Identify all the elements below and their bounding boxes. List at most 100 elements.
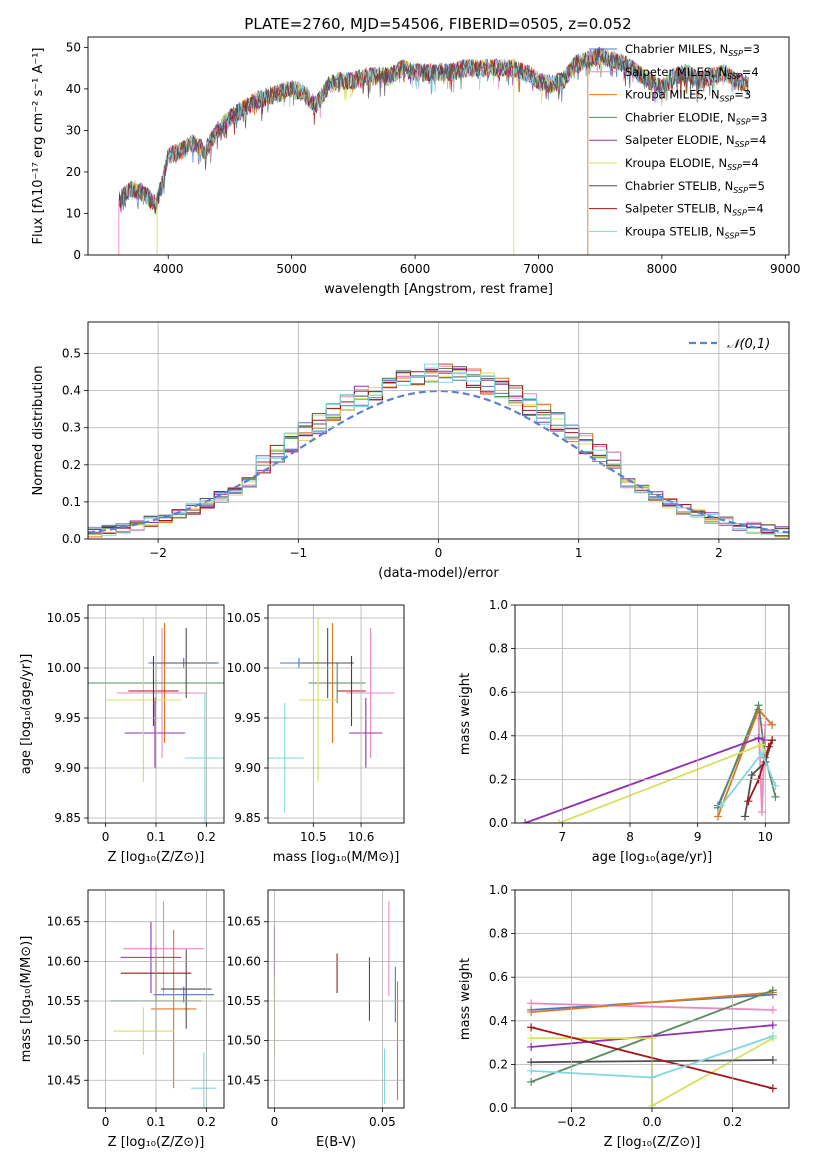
- weight-point-marker: [771, 792, 780, 801]
- x-tick-label: 0: [435, 546, 443, 560]
- x-tick-label: 1: [575, 546, 583, 560]
- legend-text: Kroupa MILES, N: [625, 88, 720, 102]
- legend-text: =3: [743, 42, 760, 56]
- y-tick-label: 0.6: [489, 970, 508, 984]
- y-tick-label: 10.65: [227, 915, 261, 929]
- weight-point-marker: [713, 812, 722, 821]
- legend-subscript: SSP: [725, 231, 740, 240]
- axes-frame: [514, 604, 790, 824]
- y-tick-label: 10.45: [227, 1073, 261, 1087]
- weight-point-marker: [768, 736, 777, 745]
- y-tick-label: 0.0: [489, 1101, 508, 1115]
- axes-frame: [87, 889, 225, 1109]
- weight-point-marker: [757, 808, 766, 817]
- x-tick-label: −1: [289, 546, 307, 560]
- y-tick-label: 0.0: [489, 816, 508, 830]
- weight-point-marker: [757, 740, 766, 749]
- y-tick-label: 0.2: [489, 772, 508, 786]
- legend-entry: Chabrier STELIB, NSSP=5: [625, 179, 765, 195]
- weight-point-marker: [768, 986, 777, 995]
- axes: 7 8 9 10 0.0 0.2 0.4 0.6 0.8 1.0 age [log₁₀(age/yr…: [458, 598, 790, 865]
- weight-series-line: [747, 739, 773, 802]
- y-tick-label: 0.4: [489, 729, 508, 743]
- weight-point-marker: [527, 1066, 536, 1075]
- legend-subscript: SSP: [727, 163, 742, 172]
- chart-weight_vs_age: 7 8 9 10 0.0 0.2 0.4 0.6 0.8 1.0 age [log₁₀(age/yr…: [458, 598, 790, 865]
- y-tick-label: 9.95: [54, 711, 81, 725]
- weight-point-marker: [768, 1032, 777, 1041]
- chart-spectrum: 4000 5000 6000 7000 8000 9000 0 10 20 30 40 50 wavel…: [31, 36, 801, 297]
- legend-entry: Chabrier ELODIE, NSSP=3: [625, 110, 767, 126]
- legend-entry: Salpeter MILES, NSSP=4: [625, 65, 759, 81]
- axes-frame: [267, 889, 405, 1109]
- weight-point-marker: [768, 1056, 777, 1065]
- plot-area: [521, 701, 780, 823]
- weight-series-line: [558, 743, 767, 823]
- legend-text: Salpeter MILES, N: [625, 65, 727, 79]
- legend-text: Chabrier MILES, N: [625, 42, 728, 56]
- legend-text: =3: [734, 88, 751, 102]
- spectrum-series-line: [118, 47, 749, 214]
- axes-frame: [87, 36, 790, 256]
- legend-entry: Kroupa ELODIE, NSSP=4: [625, 156, 759, 172]
- weight-point-marker: [741, 812, 750, 821]
- x-tick-label: 0: [271, 1115, 279, 1129]
- axes: 0 0.05 10.45 10.50 10.55 10.60 10.65 E(B-V): [227, 889, 405, 1150]
- weight-point-marker: [554, 819, 563, 823]
- axes-frame: [87, 321, 790, 540]
- y-tick-label: 10.45: [47, 1073, 81, 1087]
- y-tick-label: 0.4: [62, 384, 81, 398]
- x-tick-label: 0.2: [723, 1115, 742, 1129]
- legend-subscript: SSP: [735, 140, 750, 149]
- y-axis-label: mass weight: [458, 958, 473, 1040]
- x-tick-label: 6000: [400, 262, 431, 276]
- y-tick-label: 10.00: [227, 661, 261, 675]
- y-tick-label: 0.6: [489, 685, 508, 699]
- legend-subscript: SSP: [727, 72, 742, 81]
- y-tick-label: 10.60: [227, 954, 261, 968]
- legend-text: =4: [747, 202, 764, 216]
- plot-area: [88, 618, 224, 823]
- legend-text: Kroupa ELODIE, N: [625, 156, 727, 170]
- legend-subscript: SSP: [736, 117, 751, 126]
- y-tick-label: 10.05: [227, 611, 261, 625]
- chart-residuals: −2 −1 0 1 2 0.0 0.1 0.2 0.3 0.4 0.5 (data-model)/er…: [31, 321, 790, 581]
- legend-text: =4: [742, 65, 759, 79]
- legend-text: =5: [739, 224, 756, 238]
- plot-area: [273, 901, 399, 1105]
- axes: 0 0.1 0.2 10.45 10.50 10.55 10.60 10.65 Z [log₁₀…: [19, 889, 225, 1150]
- x-axis-label: Z [log₁₀(Z/Z⊙)]: [604, 1135, 701, 1150]
- y-tick-label: 10.05: [47, 611, 81, 625]
- legend-subscript: SSP: [733, 186, 748, 195]
- chart-age_vs_Z: 0 0.1 0.2 9.85 9.90 9.95 10.00 10.05 Z [log₁₀(Z/…: [19, 604, 225, 865]
- x-tick-label: 9: [694, 830, 702, 844]
- chart-mass_vs_EBV: 0 0.05 10.45 10.50 10.55 10.60 10.65 E(B-V): [227, 889, 405, 1150]
- x-tick-label: 8: [626, 830, 634, 844]
- legend-text: Salpeter ELODIE, N: [625, 133, 735, 147]
- y-tick-label: 0.8: [489, 642, 508, 656]
- x-tick-label: 4000: [153, 262, 184, 276]
- y-axis-label: mass [log₁₀(M/M⊙)]: [19, 936, 34, 1063]
- weight-point-marker: [521, 819, 530, 823]
- y-axis-label: Normed distribution: [31, 366, 46, 496]
- x-tick-label: 8000: [647, 262, 678, 276]
- legend-text: Chabrier ELODIE, N: [625, 110, 736, 124]
- y-tick-label: 0.8: [489, 927, 508, 941]
- x-tick-label: 0.2: [197, 830, 216, 844]
- weight-series-line: [744, 739, 773, 817]
- legend-entry: Kroupa STELIB, NSSP=5: [625, 224, 756, 240]
- figure-title: PLATE=2760, MJD=54506, FIBERID=0505, z=0…: [244, 15, 631, 33]
- chart-mass_vs_Z: 0 0.1 0.2 10.45 10.50 10.55 10.60 10.65 Z [log₁₀…: [19, 889, 225, 1150]
- weight-point-marker: [527, 1058, 536, 1067]
- legend-subscript: SSP: [732, 209, 747, 218]
- x-axis-label: (data-model)/error: [378, 566, 499, 581]
- y-tick-label: 0.1: [62, 495, 81, 509]
- x-axis-label: wavelength [Angstrom, rest frame]: [324, 282, 553, 297]
- weight-point-marker: [764, 742, 773, 751]
- axes: −2 −1 0 1 2 0.0 0.1 0.2 0.3 0.4 0.5 (data-model)/er…: [31, 321, 790, 581]
- x-tick-label: 2: [715, 546, 723, 560]
- y-tick-label: 20: [66, 165, 81, 179]
- y-tick-label: 0.0: [62, 532, 81, 546]
- y-axis-label: Flux [fλ10⁻¹⁷ erg cm⁻² s⁻¹ A⁻¹]: [31, 48, 46, 245]
- axes-frame: [514, 889, 790, 1109]
